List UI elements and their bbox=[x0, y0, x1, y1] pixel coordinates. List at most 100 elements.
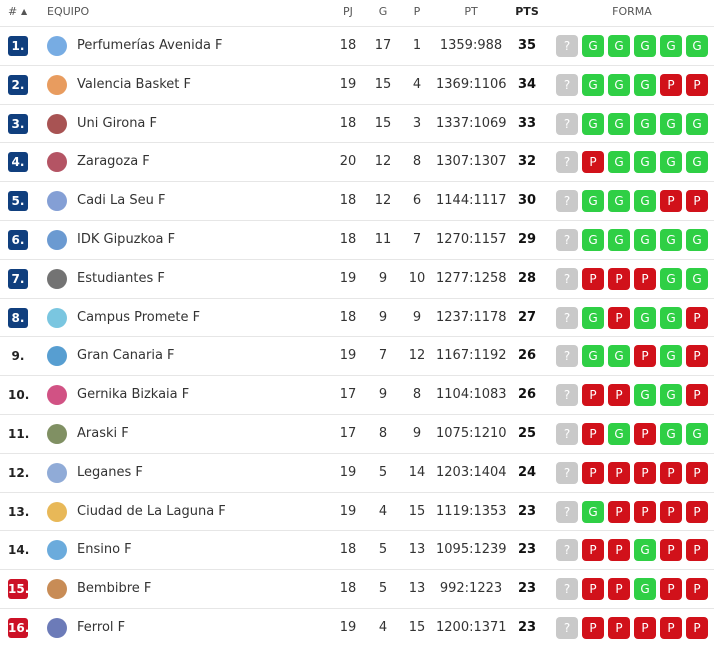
table-row[interactable]: 4. Zaragoza F 20 12 8 1307:1307 32? P G G G G bbox=[0, 142, 714, 181]
team-name[interactable]: Gernika Bizkaia F bbox=[77, 387, 190, 403]
header-team[interactable]: EQUIPO bbox=[47, 5, 90, 18]
wins: 8 bbox=[378, 426, 388, 441]
form-result: G bbox=[634, 35, 656, 57]
table-row[interactable]: 6. IDK Gipuzkoa F 18 11 7 1270:1157 29? G G G G G bbox=[0, 220, 714, 259]
played: 20 bbox=[339, 154, 357, 170]
form-result: G bbox=[634, 151, 656, 174]
form-result: ? bbox=[556, 35, 578, 57]
points-diff: 1337:1069 bbox=[436, 115, 507, 131]
form-result: G bbox=[582, 35, 604, 57]
table-row[interactable]: 9. Gran Canaria F 19 7 12 1167:1192 26? G G P G P bbox=[0, 336, 714, 375]
form-result: P bbox=[608, 617, 630, 639]
points: 23 bbox=[517, 620, 537, 635]
rank-badge: 6. bbox=[8, 230, 28, 250]
form-result: ? bbox=[556, 73, 578, 96]
points: 27 bbox=[517, 309, 537, 325]
losses: 14 bbox=[408, 464, 426, 480]
form-result: G bbox=[660, 306, 682, 329]
table-row[interactable]: 16. Ferrol F 19 4 15 1200:1371 23? P P P P P bbox=[0, 608, 714, 647]
header-g[interactable]: G bbox=[378, 5, 388, 18]
played: 17 bbox=[339, 387, 357, 403]
rank-badge: 2. bbox=[8, 74, 28, 95]
team-name[interactable]: Estudiantes F bbox=[77, 270, 165, 286]
header-rank[interactable]: # bbox=[8, 5, 18, 18]
rank-badge: 16. bbox=[8, 618, 29, 638]
form-result: G bbox=[634, 578, 656, 601]
form-result: ? bbox=[556, 539, 578, 562]
form-result: P bbox=[608, 539, 630, 562]
points: 25 bbox=[517, 426, 537, 441]
wins: 4 bbox=[378, 620, 388, 635]
table-row[interactable]: 13. Ciudad de La Laguna F 19 4 15 1119:1353 23… bbox=[0, 491, 714, 531]
team-name[interactable]: Valencia Basket F bbox=[77, 76, 191, 92]
form-result: G bbox=[608, 151, 630, 174]
table-row[interactable]: 8. Campus Promete F 18 9 9 1237:1178 27? G P G G P bbox=[0, 297, 714, 337]
form-result: ? bbox=[556, 345, 578, 368]
form-result: G bbox=[660, 423, 682, 445]
form-result: P bbox=[686, 306, 708, 329]
header-pt[interactable]: PT bbox=[464, 5, 478, 18]
table-row[interactable]: 11. Araski F 17 8 9 1075:1210 25? P G P G G bbox=[0, 414, 714, 453]
played: 18 bbox=[339, 115, 357, 131]
table-row[interactable]: 7. Estudiantes F 19 9 10 1277:1258 28? P P P G G bbox=[0, 258, 714, 298]
form-result: P bbox=[686, 578, 708, 601]
team-name[interactable]: Zaragoza F bbox=[77, 154, 150, 170]
form-result: P bbox=[582, 423, 604, 445]
losses: 13 bbox=[408, 581, 426, 597]
team-name[interactable]: Ferrol F bbox=[77, 620, 126, 635]
table-row[interactable]: 12. Leganes F 19 5 14 1203:1404 24? P P P P P bbox=[0, 452, 714, 492]
wins: 7 bbox=[378, 348, 388, 364]
team-logo bbox=[47, 501, 67, 522]
form-result: ? bbox=[556, 229, 578, 251]
rank-badge: 8. bbox=[8, 307, 28, 328]
losses: 8 bbox=[412, 387, 422, 403]
form-result: G bbox=[634, 539, 656, 562]
team-name[interactable]: Perfumerías Avenida F bbox=[77, 38, 223, 53]
header-pj[interactable]: PJ bbox=[343, 5, 353, 18]
rank-badge: 10. bbox=[8, 388, 30, 403]
form-result: G bbox=[660, 345, 682, 368]
team-name[interactable]: Campus Promete F bbox=[77, 309, 201, 325]
table-row[interactable]: 2. Valencia Basket F 19 15 4 1369:1106 34? G G G P… bbox=[0, 64, 714, 104]
team-name[interactable]: IDK Gipuzkoa F bbox=[77, 232, 176, 247]
form-result: P bbox=[660, 617, 682, 639]
losses: 7 bbox=[412, 232, 422, 247]
team-logo bbox=[47, 346, 67, 367]
points: 26 bbox=[517, 348, 537, 364]
table-row[interactable]: 10. Gernika Bizkaia F 17 9 8 1104:1083 26? P P G G… bbox=[0, 375, 714, 414]
team-name[interactable]: Cadi La Seu F bbox=[77, 193, 166, 209]
form-result: P bbox=[634, 423, 656, 445]
form-result: ? bbox=[556, 384, 578, 407]
table-row[interactable]: 14. Ensino F 18 5 13 1095:1239 23? P P G P P bbox=[0, 530, 714, 569]
rank-badge: 14. bbox=[8, 543, 30, 558]
wins: 11 bbox=[374, 232, 392, 247]
header-pts[interactable]: PTS bbox=[515, 5, 539, 18]
team-logo bbox=[47, 307, 67, 328]
points-diff: 1369:1106 bbox=[436, 76, 507, 92]
team-logo bbox=[47, 462, 67, 483]
team-name[interactable]: Leganes F bbox=[77, 464, 143, 480]
team-name[interactable]: Ciudad de La Laguna F bbox=[77, 503, 226, 519]
form-result: G bbox=[582, 229, 604, 251]
table-row[interactable]: 1. Perfumerías Avenida F 18 17 1 1359:988 35? G… bbox=[0, 26, 714, 65]
team-name[interactable]: Araski F bbox=[77, 426, 129, 441]
team-name[interactable]: Bembibre F bbox=[77, 581, 152, 597]
team-name[interactable]: Uni Girona F bbox=[77, 115, 158, 131]
points-diff: 992:1223 bbox=[439, 581, 503, 597]
points: 26 bbox=[517, 387, 537, 403]
form-result: P bbox=[582, 578, 604, 601]
header-form: FORMA bbox=[612, 5, 652, 18]
header-p[interactable]: P bbox=[413, 5, 421, 18]
form-result: G bbox=[582, 190, 604, 213]
form-result: G bbox=[686, 267, 708, 290]
table-row[interactable]: 5. Cadi La Seu F 18 12 6 1144:1117 30? G G G P P bbox=[0, 181, 714, 220]
points-diff: 1104:1083 bbox=[436, 387, 507, 403]
table-row[interactable]: 15. Bembibre F 18 5 13 992:1223 23? P P G P P bbox=[0, 569, 714, 608]
form-result: P bbox=[660, 578, 682, 601]
table-row[interactable]: 3. Uni Girona F 18 15 3 1337:1069 33? G G G G G bbox=[0, 103, 714, 143]
team-name[interactable]: Ensino F bbox=[77, 542, 132, 558]
team-name[interactable]: Gran Canaria F bbox=[77, 348, 175, 364]
form-result: G bbox=[582, 112, 604, 135]
form-result: ? bbox=[556, 578, 578, 601]
points-diff: 1075:1210 bbox=[436, 426, 507, 441]
